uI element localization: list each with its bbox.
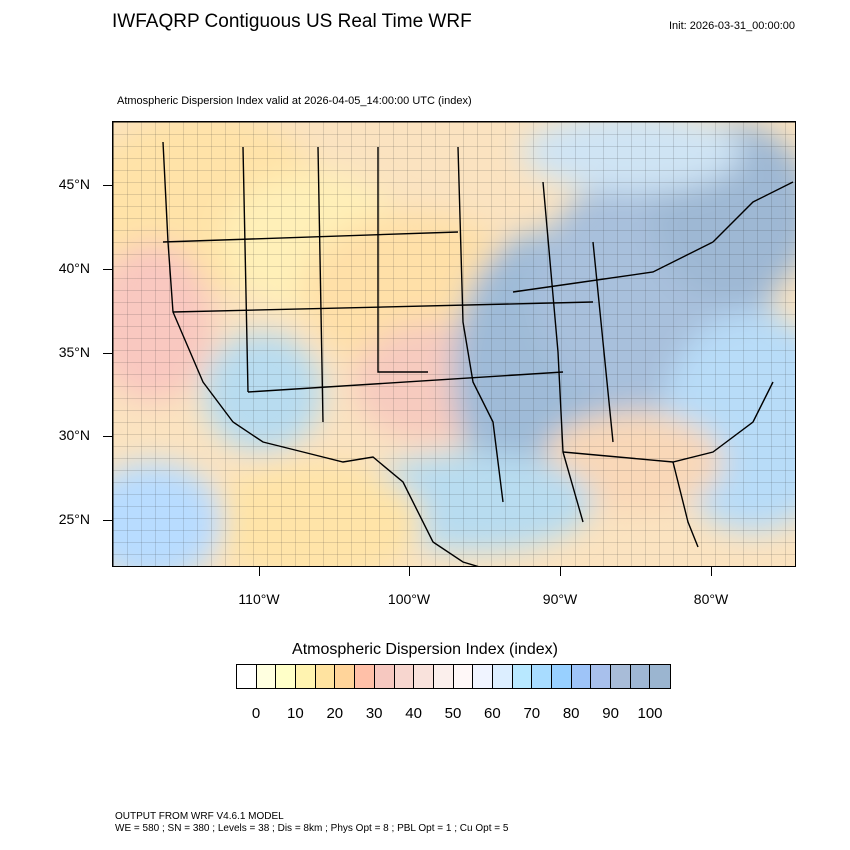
lon-label-100w: 100°W xyxy=(387,591,431,607)
colorbar-swatch-11 xyxy=(453,665,474,688)
colorbar-label-90: 90 xyxy=(602,705,619,722)
lat-tick-45n xyxy=(103,185,112,186)
colorbar-title: Atmospheric Dispersion Index (index) xyxy=(292,641,558,658)
footer-line-1: OUTPUT FROM WRF V4.6.1 MODEL xyxy=(115,811,284,822)
colorbar-swatch-5 xyxy=(335,665,356,688)
plot-subtitle: Atmospheric Dispersion Index valid at 20… xyxy=(117,95,472,107)
colorbar-swatch-15 xyxy=(532,665,552,688)
colorbar-label-50: 50 xyxy=(444,705,462,722)
lat-tick-30n xyxy=(103,436,112,437)
colorbar-label-10: 10 xyxy=(287,705,304,722)
lat-tick-25n xyxy=(103,520,112,521)
colorbar-swatch-4 xyxy=(315,665,336,688)
colorbar-label-20: 20 xyxy=(326,705,344,722)
colorbar-label-80: 80 xyxy=(562,705,580,722)
colorbar-swatch-21 xyxy=(650,665,671,688)
colorbar-swatch-6 xyxy=(355,665,375,688)
colorbar-label-0: 0 xyxy=(251,705,261,722)
lat-tick-35n xyxy=(103,353,112,354)
colorbar-swatch-9 xyxy=(414,665,434,688)
lon-tick-100w xyxy=(409,567,410,576)
colorbar-swatch-3 xyxy=(296,665,316,688)
colorbar-swatch-18 xyxy=(591,665,612,688)
colorbar xyxy=(236,664,672,689)
plot-title: IWFAQRP Contiguous US Real Time WRF xyxy=(112,11,472,32)
dispersion-map xyxy=(113,122,795,566)
colorbar-label-100: 100 xyxy=(637,705,663,722)
colorbar-swatch-17 xyxy=(571,665,592,688)
colorbar-swatch-14 xyxy=(512,665,533,688)
colorbar-swatch-19 xyxy=(611,665,631,688)
state-boundaries xyxy=(162,141,794,566)
lon-label-110w: 110°W xyxy=(238,591,280,607)
lat-tick-40n xyxy=(103,269,112,270)
lat-label-40n: 40°N xyxy=(58,260,90,276)
colorbar-swatch-1 xyxy=(256,665,277,688)
lat-label-30n: 30°N xyxy=(58,427,90,443)
colorbar-swatch-12 xyxy=(473,665,493,688)
init-time: Init: 2026-03-31_00:00:00 xyxy=(669,20,795,32)
colorbar-label-40: 40 xyxy=(405,705,422,722)
lon-tick-110w xyxy=(259,567,260,576)
map-panel[interactable] xyxy=(112,121,796,567)
lon-label-90w: 90°W xyxy=(542,591,578,607)
colorbar-swatch-10 xyxy=(433,665,454,688)
colorbar-label-30: 30 xyxy=(365,705,383,722)
lat-label-25n: 25°N xyxy=(58,511,90,527)
colorbar-swatch-20 xyxy=(630,665,651,688)
colorbar-swatch-2 xyxy=(276,665,297,688)
colorbar-swatch-7 xyxy=(374,665,395,688)
model-footer: OUTPUT FROM WRF V4.6.1 MODEL WE = 580 ; … xyxy=(115,811,508,835)
lon-tick-80w xyxy=(711,567,712,576)
lon-tick-90w xyxy=(560,567,561,576)
colorbar-swatch-16 xyxy=(552,665,572,688)
colorbar-swatch-8 xyxy=(394,665,415,688)
colorbar-swatch-13 xyxy=(492,665,513,688)
footer-line-2: WE = 580 ; SN = 380 ; Levels = 38 ; Dis … xyxy=(115,823,509,834)
lat-label-45n: 45°N xyxy=(58,176,90,192)
colorbar-label-60: 60 xyxy=(484,705,501,722)
lat-label-35n: 35°N xyxy=(58,344,90,360)
colorbar-swatch-0 xyxy=(237,665,257,688)
lon-label-80w: 80°W xyxy=(693,591,729,607)
colorbar-label-70: 70 xyxy=(523,705,541,722)
